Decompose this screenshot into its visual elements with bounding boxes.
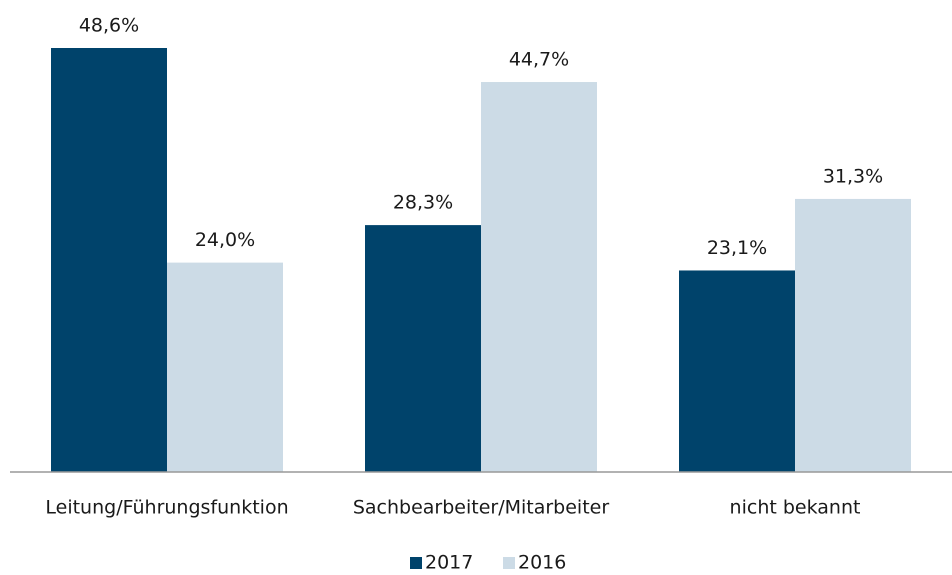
bar: [167, 262, 283, 472]
x-tick-label: Leitung/Führungsfunktion: [45, 497, 288, 519]
legend-label: 2016: [518, 552, 566, 574]
x-tick-label: Sachbearbeiter/Mitarbeiter: [353, 497, 610, 519]
legend-label: 2017: [425, 552, 473, 574]
bar: [795, 198, 911, 472]
legend-swatch: [503, 557, 515, 569]
x-tick-label: nicht bekannt: [730, 497, 861, 519]
value-label: 24,0%: [195, 229, 255, 251]
value-label: 28,3%: [393, 192, 453, 214]
value-label: 23,1%: [707, 237, 767, 259]
value-label: 44,7%: [509, 49, 569, 71]
bar: [679, 270, 795, 472]
legend-swatch: [410, 557, 422, 569]
bar: [365, 225, 481, 472]
bar: [51, 48, 167, 472]
value-label: 31,3%: [823, 165, 883, 187]
bar: [481, 82, 597, 472]
value-label: 48,6%: [79, 15, 139, 37]
